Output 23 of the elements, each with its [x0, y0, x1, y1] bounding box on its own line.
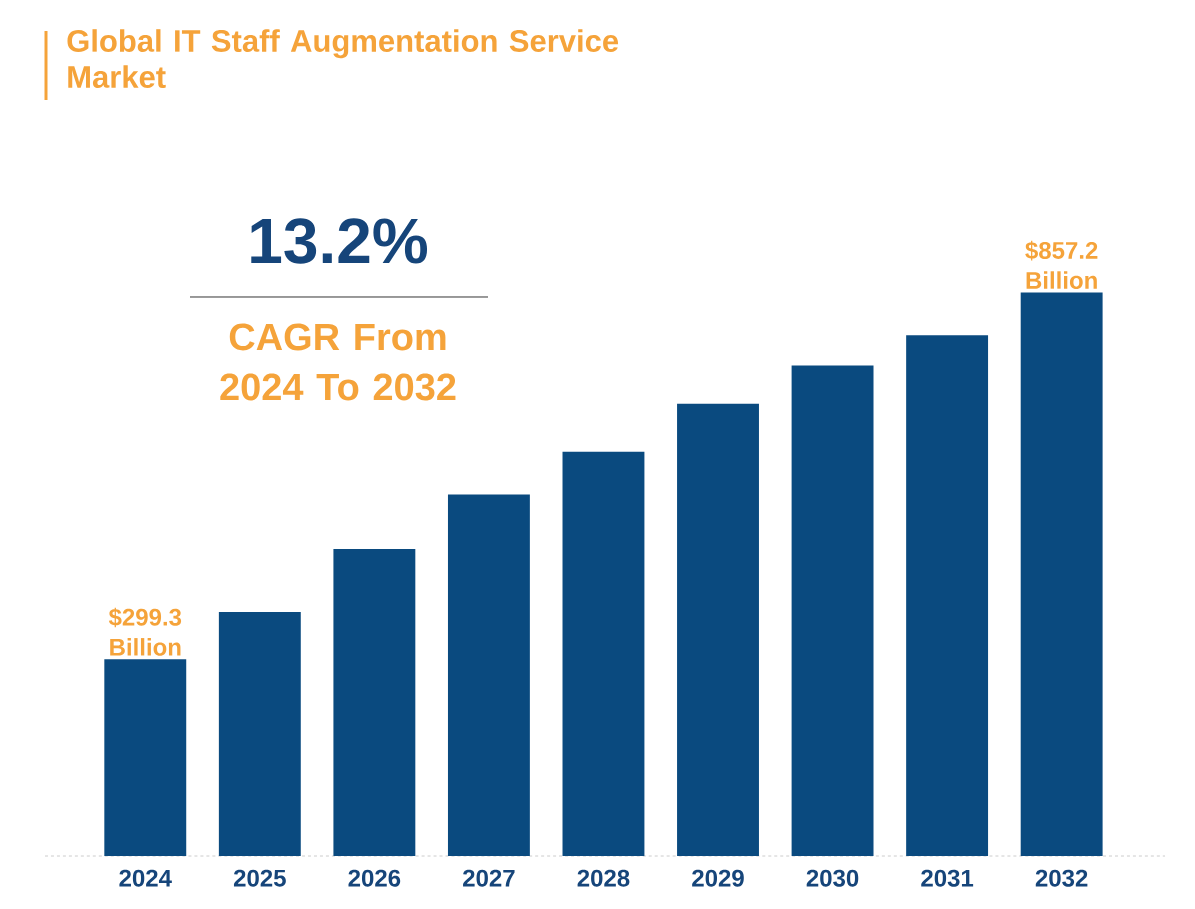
x-tick-label: 2027	[463, 869, 515, 887]
x-tick-label: 2028	[577, 869, 630, 887]
x-tick-label: 2032	[1035, 869, 1088, 887]
x-tick-label: 2030	[806, 869, 859, 887]
x-tick-label: 2029	[692, 869, 744, 887]
bar	[677, 403, 759, 856]
x-tick-label: 2031	[921, 869, 974, 887]
annotation: CAGR From 2024 To 2032	[220, 323, 456, 401]
text: 13.2%	[251, 218, 428, 264]
bar	[1020, 292, 1103, 856]
bar	[562, 451, 645, 856]
bar	[791, 365, 874, 856]
bar	[218, 612, 301, 856]
x-tick-label: 2025	[233, 869, 286, 887]
data-label: $299.3 Billion	[108, 607, 182, 656]
bar	[906, 335, 989, 856]
x-tick-label: 2024	[119, 869, 172, 887]
bar	[333, 548, 416, 856]
data-label: $857.2 Billion	[1025, 240, 1098, 289]
x-tick-label: 2026	[348, 869, 401, 887]
chart-title: Global IT Staff Augmentation Service Market	[67, 29, 619, 88]
bar	[104, 659, 187, 856]
bar	[447, 494, 530, 856]
